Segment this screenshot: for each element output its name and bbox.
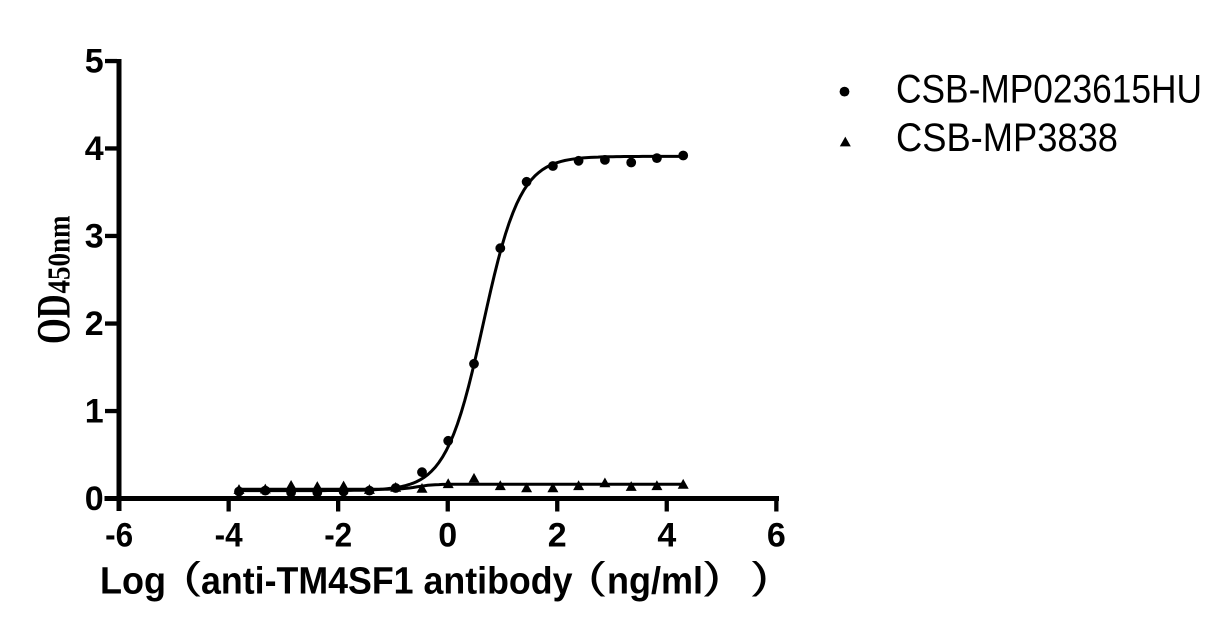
- svg-text:450nm: 450nm: [41, 215, 77, 293]
- svg-text:): ): [704, 556, 721, 598]
- svg-text:1: 1: [85, 393, 104, 431]
- svg-text:-2: -2: [324, 517, 352, 555]
- svg-text:(: (: [588, 556, 606, 598]
- svg-text:4: 4: [85, 130, 104, 168]
- svg-text:): ): [752, 556, 769, 598]
- svg-text:6: 6: [767, 517, 786, 555]
- svg-text:2: 2: [85, 305, 104, 343]
- svg-text:0: 0: [85, 480, 104, 518]
- svg-text:CSB-MP3838: CSB-MP3838: [896, 116, 1118, 160]
- svg-text:0: 0: [438, 517, 457, 555]
- svg-text:5: 5: [85, 43, 104, 81]
- svg-text:4: 4: [657, 517, 676, 555]
- svg-text:(: (: [184, 556, 202, 598]
- svg-text:ng/ml: ng/ml: [607, 561, 703, 603]
- svg-text:3: 3: [85, 218, 104, 256]
- svg-text:OD: OD: [26, 294, 80, 344]
- svg-text:Log: Log: [100, 561, 166, 603]
- svg-text:CSB-MP023615HU: CSB-MP023615HU: [896, 68, 1202, 112]
- svg-text:anti-TM4SF1 antibody: anti-TM4SF1 antibody: [201, 561, 573, 603]
- svg-text:-4: -4: [215, 517, 243, 555]
- svg-text:-6: -6: [105, 517, 133, 555]
- svg-text:2: 2: [548, 517, 567, 555]
